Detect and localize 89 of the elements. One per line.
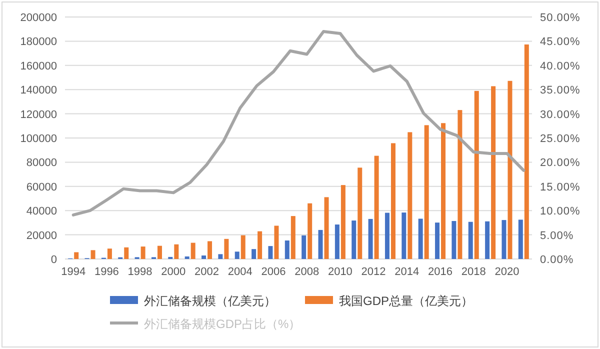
y-tick-label: 100000 xyxy=(20,133,57,145)
x-tick-label: 2008 xyxy=(294,266,320,278)
bar xyxy=(468,222,473,259)
x-tick-label: 2002 xyxy=(194,266,220,278)
bar xyxy=(157,246,162,259)
bar xyxy=(358,168,362,259)
y2-tick-label: 35.00% xyxy=(540,84,580,97)
bar xyxy=(390,143,396,259)
y2-tick-label: 0.00% xyxy=(540,254,574,266)
x-tick-label: 2014 xyxy=(394,266,420,278)
bar xyxy=(402,212,406,259)
bar xyxy=(234,252,240,259)
x-tick-label: 2016 xyxy=(428,266,453,278)
bar xyxy=(284,240,290,259)
y-tick-label: 0 xyxy=(50,254,57,266)
bar xyxy=(324,197,329,259)
bar xyxy=(202,255,206,259)
y2-tick-label: 5.00% xyxy=(540,230,574,242)
bar xyxy=(308,203,312,259)
bar xyxy=(340,185,346,259)
bar xyxy=(318,230,323,259)
x-tick-label: 1996 xyxy=(94,266,119,278)
x-tick-label: 2012 xyxy=(361,266,386,278)
bar xyxy=(508,80,512,259)
bar xyxy=(258,231,262,259)
y-tick-label: 140000 xyxy=(20,84,57,97)
bar xyxy=(441,123,446,259)
x-tick-label: 2020 xyxy=(494,266,520,278)
y2-tick-label: 50.00% xyxy=(540,12,580,24)
bar xyxy=(352,220,356,259)
bar xyxy=(90,250,96,259)
bar xyxy=(502,220,506,259)
y2-tick-label: 40.00% xyxy=(540,60,580,72)
line-series xyxy=(72,30,526,216)
bar xyxy=(424,125,429,259)
bar xyxy=(458,110,462,259)
bar xyxy=(491,86,496,259)
bar xyxy=(302,235,306,259)
bar xyxy=(418,218,423,259)
y-tick-label: 40000 xyxy=(26,206,57,218)
y-tick-label: 80000 xyxy=(26,157,57,170)
legend-label: 外汇储备规模（亿美元） xyxy=(144,294,276,308)
y2-tick-label: 25.00% xyxy=(540,133,580,145)
bar xyxy=(74,252,79,259)
bar xyxy=(184,256,190,259)
bar xyxy=(408,132,412,259)
x-tick-label: 2000 xyxy=(161,266,186,278)
bar xyxy=(274,226,279,259)
bar xyxy=(452,221,456,259)
x-tick-label: 2006 xyxy=(261,266,286,278)
bar xyxy=(368,218,373,259)
bar xyxy=(174,244,179,259)
y-tick-label: 200000 xyxy=(20,12,57,24)
y2-tick-label: 10.00% xyxy=(540,206,580,218)
bar xyxy=(485,221,490,259)
bar xyxy=(474,90,479,259)
bar xyxy=(124,247,129,259)
y2-tick-label: 30.00% xyxy=(540,108,580,121)
x-tick-label: 1994 xyxy=(61,266,86,278)
y-tick-label: 60000 xyxy=(26,181,57,194)
y2-tick-label: 20.00% xyxy=(540,157,580,170)
bar xyxy=(240,235,246,259)
bar xyxy=(290,216,296,259)
y-tick-label: 20000 xyxy=(26,230,57,242)
bar xyxy=(268,246,273,259)
bar xyxy=(140,246,146,259)
bar xyxy=(524,44,529,259)
bar xyxy=(435,222,440,259)
bar xyxy=(374,156,379,259)
bar xyxy=(208,241,212,259)
y-tick-label: 180000 xyxy=(20,36,57,48)
bar xyxy=(518,220,523,259)
bar xyxy=(224,238,229,259)
bar xyxy=(334,224,340,259)
y-tick-label: 160000 xyxy=(20,60,57,72)
legend-label: 我国GDP总量（亿美元） xyxy=(339,294,474,308)
y-tick-label: 120000 xyxy=(20,108,57,121)
bar xyxy=(252,249,256,259)
y2-tick-label: 15.00% xyxy=(540,181,580,194)
x-tick-label: 1998 xyxy=(128,266,152,278)
y2-tick-label: 45.00% xyxy=(540,36,580,48)
bar xyxy=(384,212,390,259)
bar xyxy=(107,248,112,259)
x-tick-label: 2010 xyxy=(328,266,352,278)
legend-label: 外汇储备规模GDP占比（%） xyxy=(144,317,301,331)
bar xyxy=(218,254,223,259)
bar xyxy=(190,242,196,259)
x-tick-label: 2018 xyxy=(461,266,486,278)
x-tick-label: 2004 xyxy=(228,266,252,278)
